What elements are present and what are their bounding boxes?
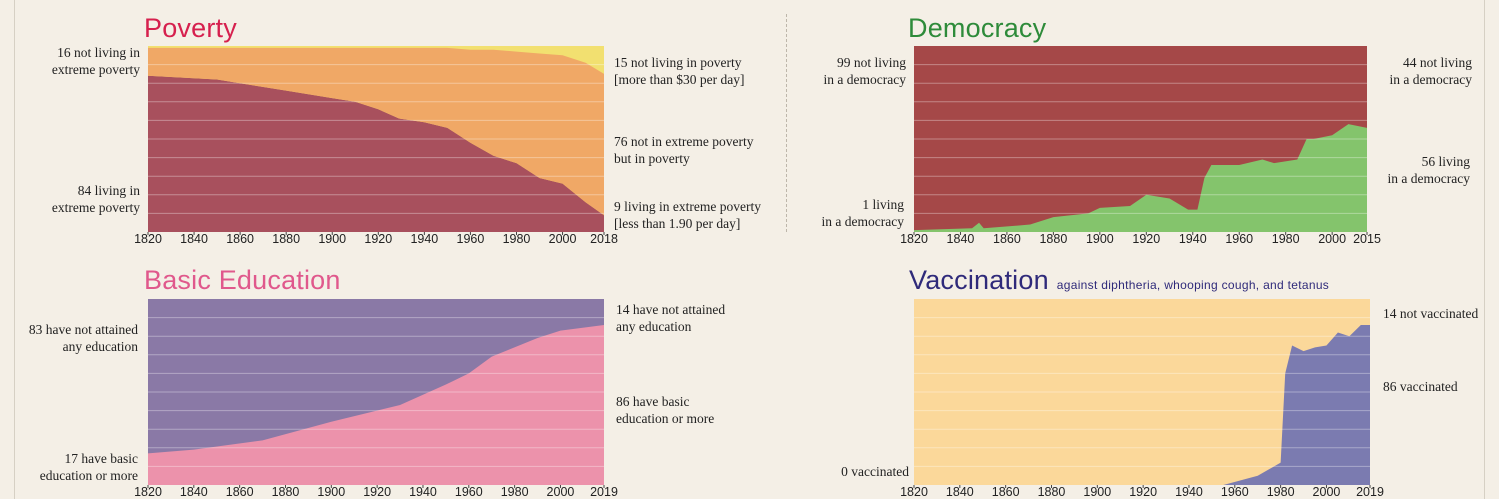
poverty-x-tick-label: 1820 bbox=[134, 232, 162, 246]
democracy-x-tick-label: 2015 bbox=[1353, 232, 1381, 246]
frame-right-border bbox=[1484, 0, 1485, 499]
poverty-x-tick-label: 1900 bbox=[318, 232, 347, 246]
democracy-x-tick-label: 1920 bbox=[1132, 232, 1161, 246]
democracy-x-tick-label: 1940 bbox=[1178, 232, 1207, 246]
education-x-tick-label: 1960 bbox=[454, 485, 483, 499]
vaccination-title-text: Vaccination bbox=[909, 265, 1049, 295]
vaccination-title: Vaccination against diphtheria, whooping … bbox=[909, 265, 1329, 296]
poverty-left-bottom-label: 84 living in extreme poverty bbox=[51, 183, 140, 215]
education-x-tick-label: 1920 bbox=[363, 485, 392, 499]
democracy-series-0-area bbox=[914, 124, 1367, 232]
poverty-series-1-area bbox=[148, 47, 604, 216]
vaccination-x-tick-label: 1860 bbox=[991, 485, 1020, 499]
democracy-title: Democracy bbox=[908, 13, 1047, 43]
vaccination-x-tick-label: 1840 bbox=[945, 485, 974, 499]
democracy-x-tick-label: 1880 bbox=[1039, 232, 1068, 246]
education-x-tick-label: 2000 bbox=[546, 485, 575, 499]
democracy-x-tick-label: 1820 bbox=[900, 232, 928, 246]
poverty-x-tick-label: 1940 bbox=[410, 232, 439, 246]
poverty-x-tick-label: 2018 bbox=[590, 232, 618, 246]
poverty-x-tick-label: 1880 bbox=[272, 232, 301, 246]
poverty-x-tick-label: 1860 bbox=[226, 232, 255, 246]
democracy-x-tick-label: 1900 bbox=[1085, 232, 1114, 246]
education-x-tick-label: 1980 bbox=[500, 485, 529, 499]
education-right-top-label: 14 have not attained any education bbox=[616, 302, 726, 334]
poverty-chart bbox=[147, 46, 605, 235]
democracy-x-tick-label: 1980 bbox=[1271, 232, 1300, 246]
democracy-chart bbox=[913, 46, 1368, 235]
poverty-series-0-area bbox=[148, 75, 604, 232]
democracy-x-tick-label: 1840 bbox=[946, 232, 975, 246]
vaccination-x-tick-label: 1880 bbox=[1037, 485, 1066, 499]
poverty-x-tick-label: 1960 bbox=[456, 232, 485, 246]
education-left-bottom-label: 17 have basic education or more bbox=[39, 451, 138, 483]
education-x-tick-label: 2019 bbox=[590, 485, 618, 499]
education-x-tick-label: 1940 bbox=[409, 485, 437, 499]
vaccination-series-0-area bbox=[914, 325, 1370, 485]
education-right-bottom-label: 86 have basic education or more bbox=[616, 394, 715, 426]
poverty-right-label-2: 76 not in extreme poverty but in poverty bbox=[614, 134, 754, 166]
democracy-right-top-label: 44 not living in a democracy bbox=[1389, 55, 1472, 87]
education-left-top-label: 83 have not attained any education bbox=[28, 322, 138, 354]
poverty-right-label-3: 9 living in extreme poverty [less than 1.… bbox=[614, 199, 761, 231]
education-series-0-area bbox=[148, 325, 604, 485]
vaccination-right-mid-label: 86 vaccinated bbox=[1383, 379, 1458, 394]
education-chart bbox=[147, 299, 605, 488]
education-x-tick-label: 1880 bbox=[271, 485, 300, 499]
democracy-left-bottom-label: 1 living in a democracy bbox=[821, 197, 904, 229]
poverty-title: Poverty bbox=[144, 13, 237, 43]
democracy-x-tick-label: 1860 bbox=[993, 232, 1021, 246]
poverty-right-label-1: 15 not living in poverty [more than $30 p… bbox=[614, 55, 745, 87]
poverty-x-tick-label: 1980 bbox=[502, 232, 531, 246]
democracy-x-tick-label: 1960 bbox=[1225, 232, 1254, 246]
vaccination-x-tick-label: 1940 bbox=[1175, 485, 1203, 499]
democracy-left-top-label: 99 not living in a democracy bbox=[823, 55, 906, 87]
vaccination-x-tick-label: 1900 bbox=[1083, 485, 1112, 499]
poverty-x-tick-label: 1840 bbox=[180, 232, 208, 246]
poverty-x-tick-label: 1920 bbox=[364, 232, 393, 246]
vaccination-left-bottom-label: 0 vaccinated bbox=[841, 464, 909, 479]
vaccination-x-tick-label: 2000 bbox=[1312, 485, 1341, 499]
education-x-tick-label: 1860 bbox=[225, 485, 254, 499]
frame-left-border bbox=[14, 0, 15, 499]
democracy-right-bottom-label: 56 living in a democracy bbox=[1387, 154, 1470, 186]
vaccination-x-tick-label: 1820 bbox=[900, 485, 928, 499]
vaccination-chart bbox=[913, 299, 1371, 488]
education-x-tick-label: 1820 bbox=[134, 485, 162, 499]
vaccination-x-tick-label: 1980 bbox=[1266, 485, 1295, 499]
vaccination-right-top-label: 14 not vaccinated bbox=[1383, 306, 1479, 321]
poverty-x-tick-label: 2000 bbox=[548, 232, 577, 246]
panel-divider bbox=[786, 14, 787, 232]
vaccination-x-tick-label: 1960 bbox=[1220, 485, 1249, 499]
poverty-left-top-label: 16 not living in extreme poverty bbox=[51, 45, 140, 77]
education-x-tick-label: 1840 bbox=[179, 485, 208, 499]
education-title: Basic Education bbox=[144, 265, 341, 295]
democracy-x-tick-label: 2000 bbox=[1318, 232, 1347, 246]
education-x-tick-label: 1900 bbox=[317, 485, 346, 499]
vaccination-subtitle: against diphtheria, whooping cough, and … bbox=[1056, 278, 1330, 292]
vaccination-x-tick-label: 1920 bbox=[1129, 485, 1158, 499]
vaccination-x-tick-label: 2019 bbox=[1356, 485, 1384, 499]
